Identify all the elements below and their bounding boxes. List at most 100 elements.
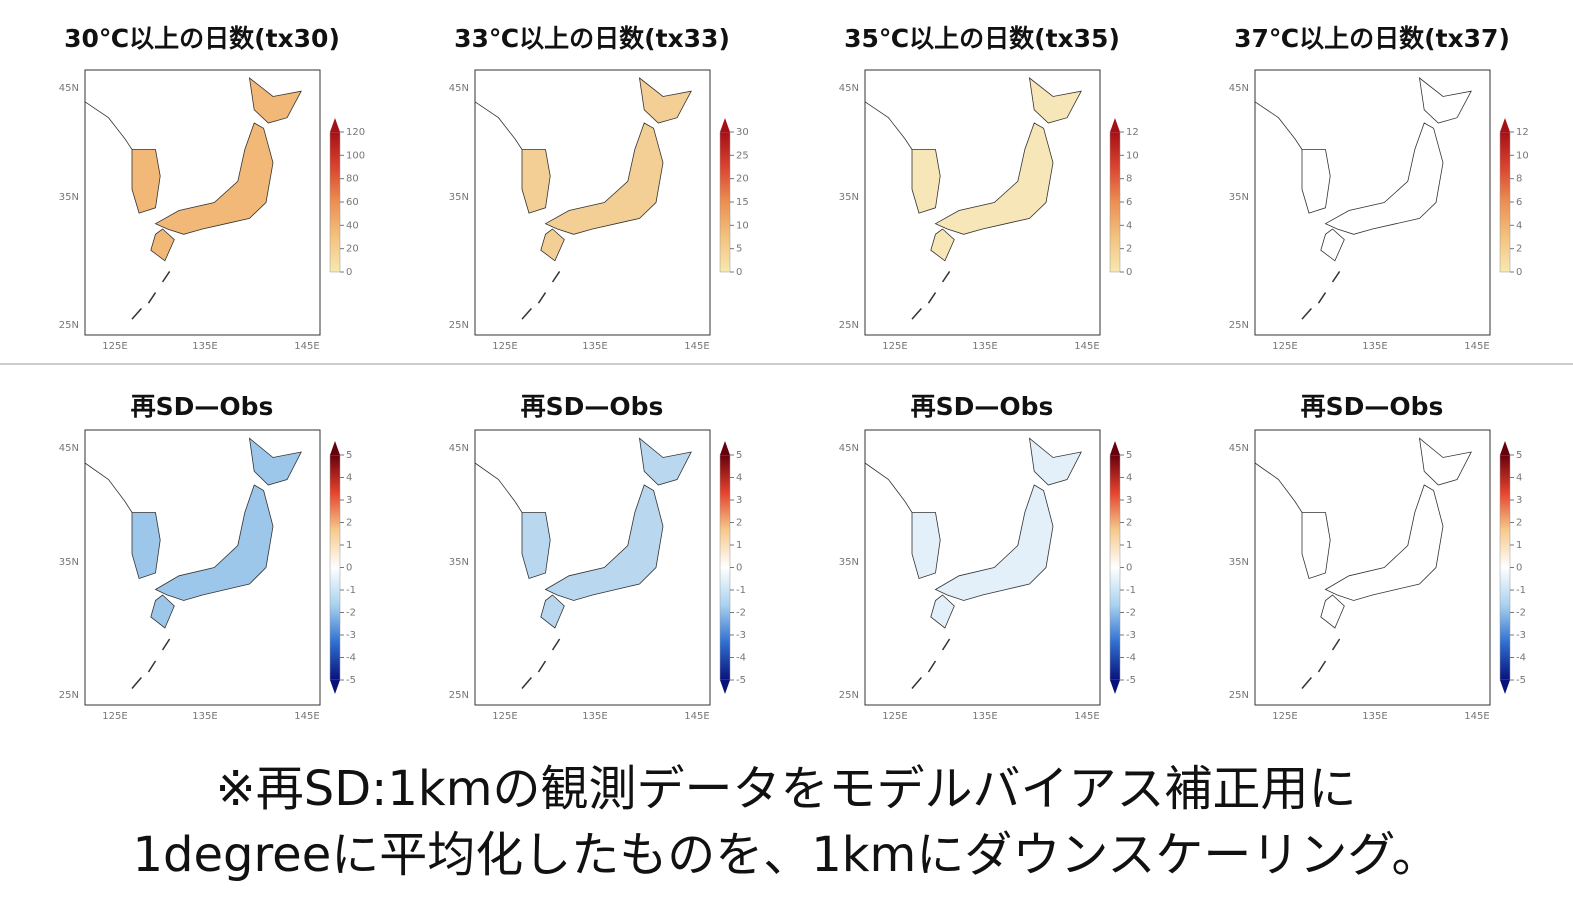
lon-label: 135E — [582, 711, 607, 722]
colorbar-tick-label: 5 — [1126, 450, 1132, 461]
colorbar-tick-label: 2 — [1126, 518, 1132, 529]
lon-label: 125E — [492, 711, 517, 722]
lat-label: 25N — [449, 690, 469, 701]
note-line: ※再SD:1kmの観測データをモデルバイアス補正用に — [216, 761, 1357, 817]
lat-label: 45N — [839, 83, 859, 94]
colorbar-arrow — [330, 441, 340, 455]
colorbar-tick-label: 1 — [346, 540, 352, 551]
lat-label: 45N — [449, 443, 469, 454]
lon-label: 125E — [1272, 711, 1297, 722]
lat-label: 25N — [1229, 320, 1249, 331]
colorbar-tick-label: -5 — [1126, 675, 1136, 686]
lon-label: 135E — [582, 341, 607, 352]
lon-label: 145E — [1074, 711, 1099, 722]
colorbar-tick-label: 8 — [1126, 174, 1132, 185]
lon-label: 135E — [192, 711, 217, 722]
colorbar-tick-label: 6 — [1516, 197, 1522, 208]
colorbar-tick-label: 0 — [1126, 563, 1132, 574]
lon-label: 125E — [882, 711, 907, 722]
colorbar-tick-label: 30 — [736, 127, 749, 138]
colorbar-tick-label: 5 — [736, 244, 742, 255]
land — [912, 150, 940, 214]
panel-title: 再SD—Obs — [1301, 392, 1444, 421]
panel-title: 33℃以上の日数(tx33) — [454, 24, 730, 53]
panel-title: 再SD—Obs — [521, 392, 664, 421]
colorbar-tick-label: -3 — [1126, 630, 1136, 641]
lon-label: 145E — [294, 341, 319, 352]
panel-title: 37℃以上の日数(tx37) — [1234, 24, 1510, 53]
colorbar-tick-label: 4 — [1126, 220, 1132, 231]
lat-label: 45N — [59, 443, 79, 454]
colorbar-tick-label: 12 — [1516, 127, 1529, 138]
lat-label: 35N — [839, 192, 859, 203]
colorbar-tick-label: 100 — [346, 150, 365, 161]
colorbar-tick-label: 2 — [1516, 518, 1522, 529]
colorbar-tick-label: 3 — [1126, 495, 1132, 506]
colorbar-tick-label: -3 — [1516, 630, 1526, 641]
colorbar — [720, 132, 730, 272]
colorbar-tick-label: 12 — [1126, 127, 1139, 138]
colorbar-arrow — [1500, 680, 1510, 694]
lon-label: 145E — [1464, 341, 1489, 352]
colorbar-tick-label: 4 — [1126, 473, 1132, 484]
lon-label: 135E — [1362, 341, 1387, 352]
colorbar-arrow — [1500, 118, 1510, 132]
colorbar-tick-label: 10 — [736, 220, 749, 231]
lon-label: 145E — [1464, 711, 1489, 722]
colorbar-tick-label: -2 — [1126, 608, 1136, 619]
lat-label: 45N — [449, 83, 469, 94]
panel-title: 再SD—Obs — [911, 392, 1054, 421]
colorbar-tick-label: 80 — [346, 174, 359, 185]
colorbar-tick-label: -2 — [1516, 608, 1526, 619]
lon-label: 145E — [684, 341, 709, 352]
lat-label: 35N — [59, 192, 79, 203]
colorbar-tick-label: -5 — [1516, 675, 1526, 686]
lon-label: 125E — [1272, 341, 1297, 352]
colorbar-tick-label: 120 — [346, 127, 365, 138]
colorbar-tick-label: 4 — [346, 473, 352, 484]
lon-label: 125E — [882, 341, 907, 352]
colorbar-tick-label: 1 — [736, 540, 742, 551]
colorbar-arrow — [1110, 118, 1120, 132]
colorbar-tick-label: 0 — [1126, 267, 1132, 278]
land — [522, 513, 550, 579]
land — [132, 513, 160, 579]
colorbar-tick-label: 60 — [346, 197, 359, 208]
lat-label: 25N — [449, 320, 469, 331]
lat-label: 35N — [449, 192, 469, 203]
lon-label: 145E — [684, 711, 709, 722]
colorbar-arrow — [1110, 680, 1120, 694]
colorbar-tick-label: -3 — [736, 630, 746, 641]
slide: ※再SD:1kmの観測データをモデルバイアス補正用に 1degreeに平均化した… — [0, 0, 1573, 897]
lat-label: 25N — [59, 690, 79, 701]
lon-label: 135E — [1362, 711, 1387, 722]
colorbar-tick-label: 3 — [1516, 495, 1522, 506]
colorbar-tick-label: -5 — [346, 675, 356, 686]
lat-label: 25N — [59, 320, 79, 331]
colorbar-tick-label: -4 — [736, 653, 746, 664]
colorbar-tick-label: 10 — [1516, 150, 1529, 161]
colorbar-tick-label: 0 — [736, 267, 742, 278]
colorbar-tick-label: -1 — [736, 585, 746, 596]
land — [1302, 150, 1330, 214]
colorbar-tick-label: 5 — [346, 450, 352, 461]
colorbar-tick-label: 2 — [736, 518, 742, 529]
lon-label: 125E — [492, 341, 517, 352]
colorbar-arrow — [330, 118, 340, 132]
colorbar-tick-label: 5 — [1516, 450, 1522, 461]
colorbar-tick-label: 25 — [736, 150, 749, 161]
lat-label: 35N — [1229, 192, 1249, 203]
lat-label: 25N — [839, 320, 859, 331]
lat-label: 45N — [839, 443, 859, 454]
colorbar-tick-label: 10 — [1126, 150, 1139, 161]
lat-label: 35N — [839, 557, 859, 568]
colorbar-tick-label: 4 — [1516, 220, 1522, 231]
colorbar-tick-label: -2 — [736, 608, 746, 619]
colorbar — [1110, 132, 1120, 272]
colorbar-tick-label: -1 — [1126, 585, 1136, 596]
colorbar — [330, 455, 340, 680]
colorbar-tick-label: -3 — [346, 630, 356, 641]
lon-label: 145E — [294, 711, 319, 722]
colorbar-tick-label: -4 — [346, 653, 356, 664]
colorbar-tick-label: 0 — [346, 563, 352, 574]
